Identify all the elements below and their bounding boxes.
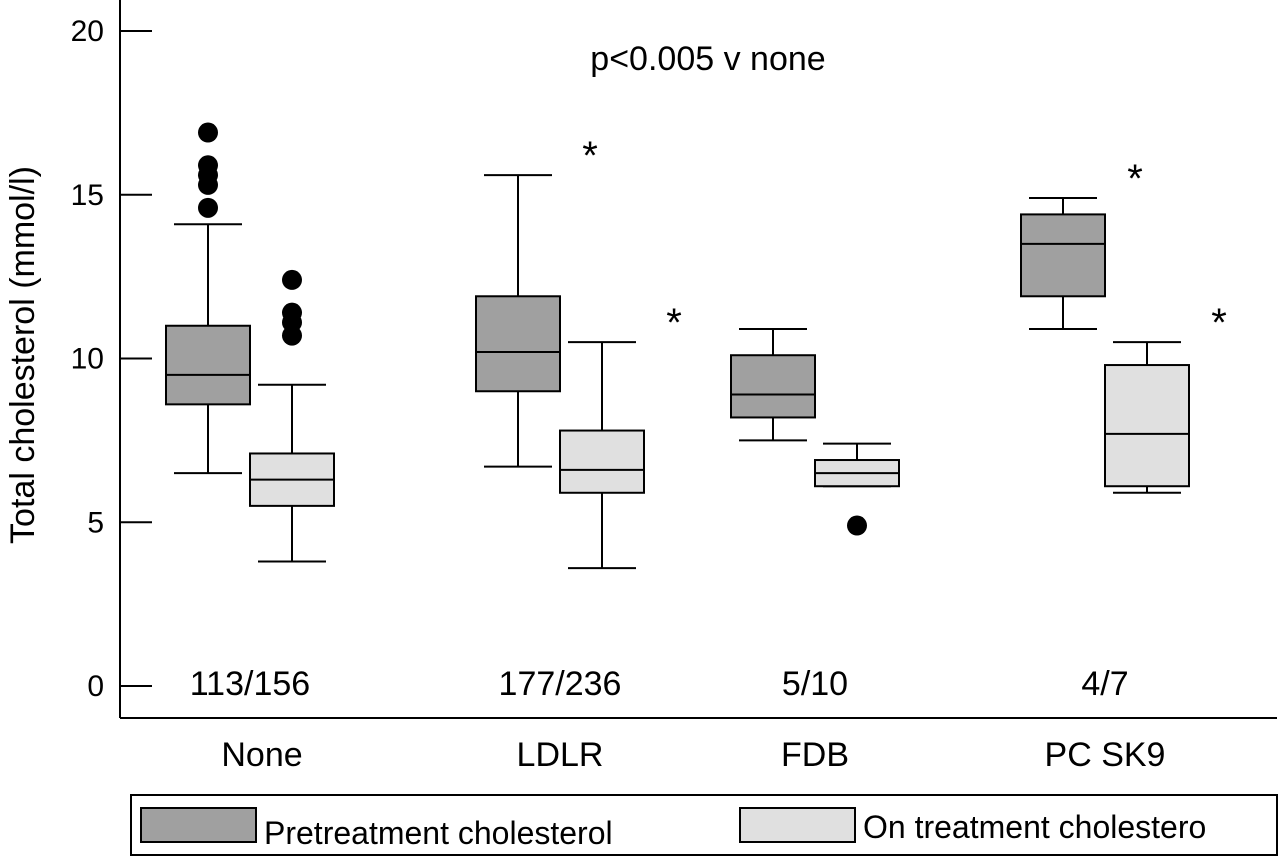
count-label-fdb: 5/10	[782, 665, 848, 703]
count-label-none: 113/156	[190, 665, 310, 703]
iqr-box	[730, 354, 816, 419]
x-category-label-none: None	[221, 736, 302, 774]
significance-star: *	[582, 134, 598, 178]
iqr-box	[165, 324, 251, 406]
iqr-box	[559, 429, 645, 494]
x-category-label-pc-sk9: PC SK9	[1045, 736, 1166, 774]
iqr-box	[1020, 213, 1106, 298]
outlier-point	[282, 269, 302, 290]
outlier-point	[198, 197, 218, 218]
box-pretreatment-fdb	[730, 328, 816, 442]
y-tick-label-5: 5	[87, 506, 104, 539]
legend-label-on-treatment: On treatment cholestero	[863, 809, 1206, 845]
y-tick-label-10: 10	[71, 343, 104, 376]
legend-frame	[130, 794, 1278, 856]
box-on-pc-sk9: *	[1104, 301, 1227, 494]
count-label-ldlr: 177/236	[499, 665, 622, 703]
y-tick-label-15: 15	[71, 179, 104, 212]
outlier-point	[198, 155, 218, 176]
y-tick-label-0: 0	[87, 670, 104, 703]
legend-label-pretreatment: Pretreatment cholesterol	[264, 815, 613, 851]
iqr-box	[1104, 364, 1190, 488]
legend: Pretreatment cholesterol On treatment ch…	[130, 794, 1278, 856]
y-axis-label: Total cholesterol (mmol/l)	[4, 166, 42, 544]
box-pretreatment-none	[165, 122, 251, 475]
box-on-none	[249, 269, 335, 563]
significance-star: *	[1211, 301, 1227, 345]
iqr-box	[475, 295, 561, 393]
legend-swatch-pretreatment	[140, 807, 257, 843]
y-tick-label-20: 20	[71, 15, 104, 48]
x-category-label-fdb: FDB	[781, 736, 849, 774]
significance-star: *	[1127, 157, 1143, 201]
significance-star: *	[666, 301, 682, 345]
significance-annotation: p<0.005 v none	[590, 40, 825, 78]
x-category-label-ldlr: LDLR	[517, 736, 604, 774]
outlier-point	[847, 515, 867, 536]
box-on-fdb	[814, 442, 900, 536]
boxes: * * * *	[165, 122, 1227, 570]
box-on-ldlr: *	[559, 301, 682, 570]
axes: 0 5 10 15 20	[71, 0, 1277, 719]
outlier-point	[198, 122, 218, 143]
outlier-point	[282, 302, 302, 323]
box-pretreatment-ldlr: *	[475, 134, 598, 468]
legend-swatch-on-treatment	[739, 807, 856, 843]
count-label-pc-sk9: 4/7	[1081, 665, 1128, 703]
box-pretreatment-pc-sk9: *	[1020, 157, 1143, 331]
labels: p<0.005 v none Total cholesterol (mmol/l…	[4, 40, 1165, 774]
